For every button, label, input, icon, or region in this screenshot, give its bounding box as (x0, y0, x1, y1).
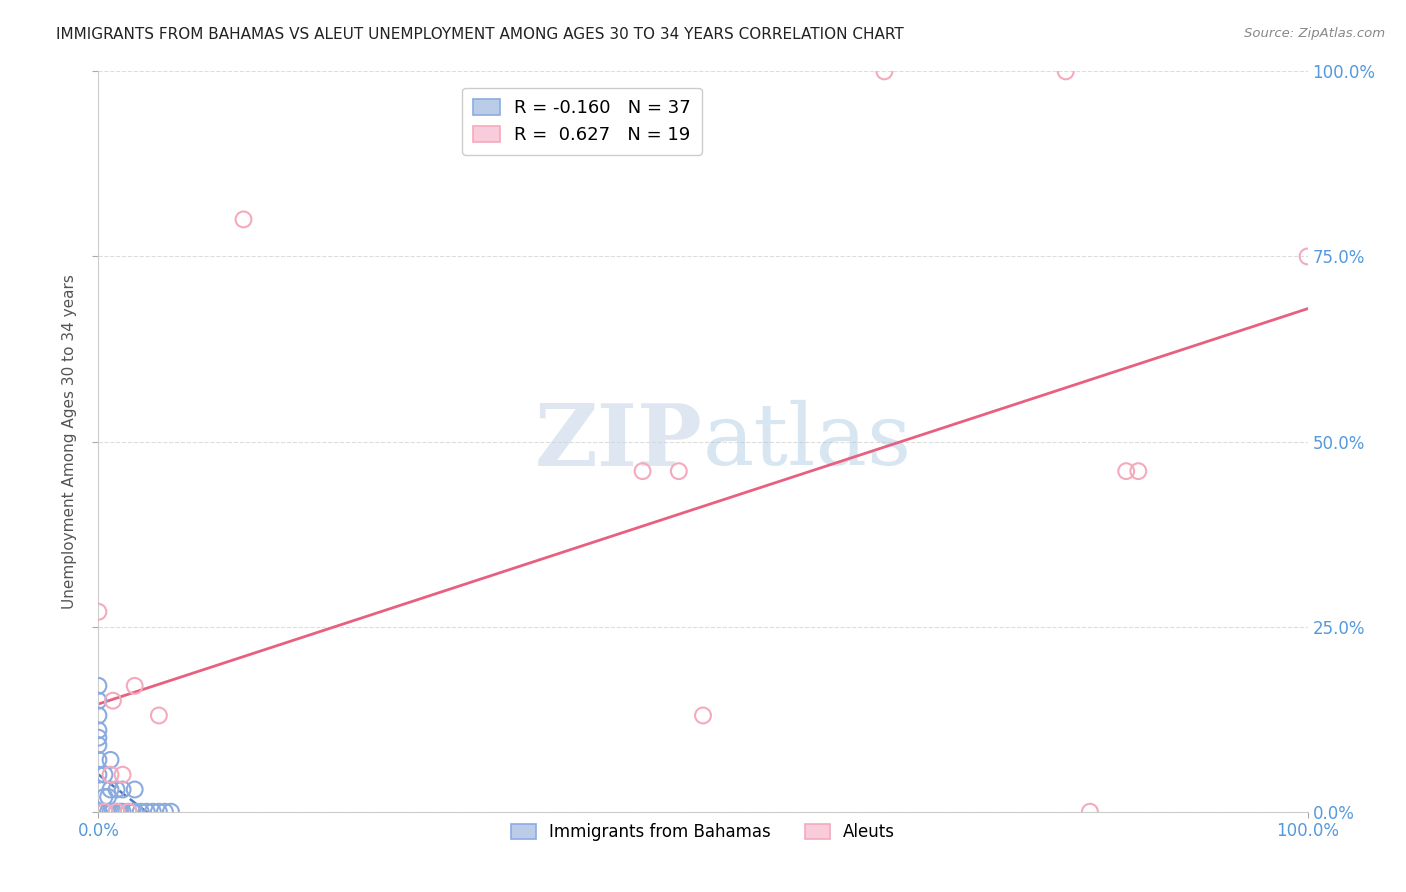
Point (87, 723, 110, 738)
Point (87, 805, 110, 819)
Point (118, 805, 141, 819)
Point (108, 805, 131, 819)
Point (873, 64, 896, 78)
Point (1054, 64, 1077, 78)
Legend: Immigrants from Bahamas, Aleuts: Immigrants from Bahamas, Aleuts (505, 816, 901, 847)
Point (1296, 250, 1319, 264)
Point (100, 805, 122, 819)
Point (160, 805, 183, 819)
Text: ZIP: ZIP (536, 400, 703, 483)
Point (1128, 464, 1150, 478)
Point (87, 708, 110, 723)
Point (668, 464, 690, 478)
Point (1115, 464, 1137, 478)
Point (124, 679, 146, 693)
Point (87, 805, 110, 819)
Point (87, 694, 110, 708)
Point (87, 605, 110, 619)
Point (93, 767, 115, 781)
Point (87, 805, 110, 819)
Point (148, 708, 170, 723)
Point (692, 708, 714, 723)
Point (87, 805, 110, 819)
Text: IMMIGRANTS FROM BAHAMAS VS ALEUT UNEMPLOYMENT AMONG AGES 30 TO 34 YEARS CORRELAT: IMMIGRANTS FROM BAHAMAS VS ALEUT UNEMPLO… (56, 27, 904, 42)
Point (124, 782, 146, 797)
Point (93, 789, 115, 804)
Text: Source: ZipAtlas.com: Source: ZipAtlas.com (1244, 27, 1385, 40)
Point (101, 805, 124, 819)
Point (111, 767, 134, 781)
Point (148, 805, 170, 819)
Point (101, 694, 124, 708)
Point (87, 805, 110, 819)
Point (87, 679, 110, 693)
Point (105, 805, 128, 819)
Point (631, 464, 654, 478)
Point (105, 782, 128, 797)
Point (97, 789, 120, 804)
Text: atlas: atlas (703, 400, 912, 483)
Point (142, 805, 165, 819)
Point (100, 753, 122, 767)
Point (111, 805, 134, 819)
Point (97, 805, 120, 819)
Point (87, 753, 110, 767)
Point (232, 212, 254, 227)
Point (111, 782, 134, 797)
Point (100, 767, 122, 781)
Point (87, 738, 110, 752)
Point (87, 767, 110, 781)
Point (129, 805, 152, 819)
Point (135, 805, 157, 819)
Point (121, 805, 143, 819)
Point (93, 805, 115, 819)
Point (118, 805, 141, 819)
Point (93, 805, 115, 819)
Point (124, 805, 146, 819)
Point (105, 805, 128, 819)
Y-axis label: Unemployment Among Ages 30 to 34 years: Unemployment Among Ages 30 to 34 years (62, 274, 77, 609)
Point (153, 805, 176, 819)
Point (100, 782, 122, 797)
Point (1078, 805, 1101, 819)
Point (87, 731, 110, 745)
